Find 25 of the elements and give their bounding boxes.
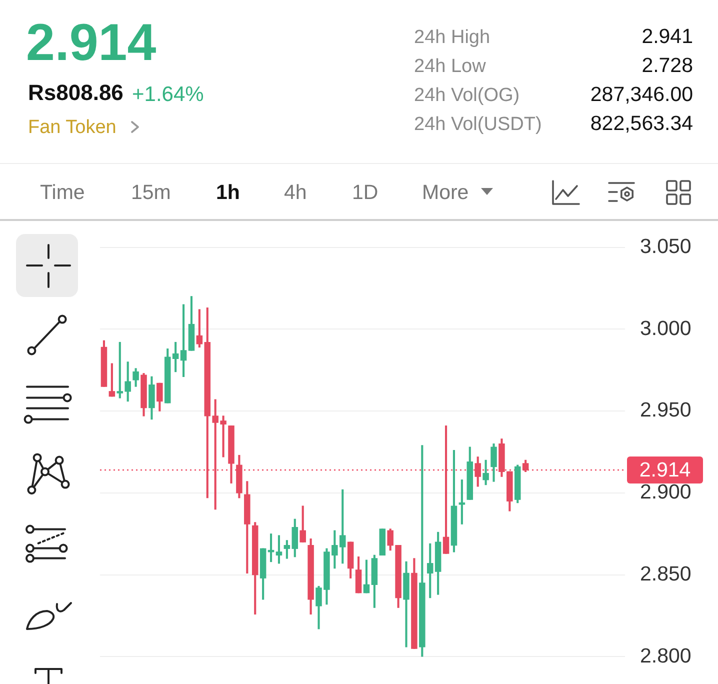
text: +1.64% xyxy=(132,82,204,106)
text: Rs808.86 xyxy=(28,80,124,105)
text: 1h xyxy=(216,180,240,204)
ref-line-label: 2.914 xyxy=(639,458,691,482)
text: 2.941 xyxy=(642,24,693,48)
chart-title: 2.914 xyxy=(26,14,156,72)
text: 24h Low xyxy=(414,56,486,76)
text: 24h Vol(USDT) xyxy=(414,114,542,134)
text: 822,563.34 xyxy=(590,112,693,135)
text: 24h Vol(OG) xyxy=(414,84,520,106)
text: Time xyxy=(40,180,85,204)
y-tick-label: 2.850 xyxy=(640,562,692,586)
y-tick-label: 2.950 xyxy=(640,398,692,422)
text: 24h High xyxy=(414,26,490,48)
text: Fan Token xyxy=(28,116,116,138)
y-tick-label: 2.900 xyxy=(640,480,692,504)
text: 2.728 xyxy=(642,54,693,77)
text: 1D xyxy=(352,180,378,204)
y-tick-label: 3.000 xyxy=(640,316,692,340)
y-tick-label: 2.800 xyxy=(640,644,692,668)
text: More xyxy=(422,180,469,204)
text: 15m xyxy=(131,180,171,204)
text: 4h xyxy=(284,180,307,204)
y-tick-label: 3.050 xyxy=(640,234,692,258)
text: 287,346.00 xyxy=(590,82,693,106)
